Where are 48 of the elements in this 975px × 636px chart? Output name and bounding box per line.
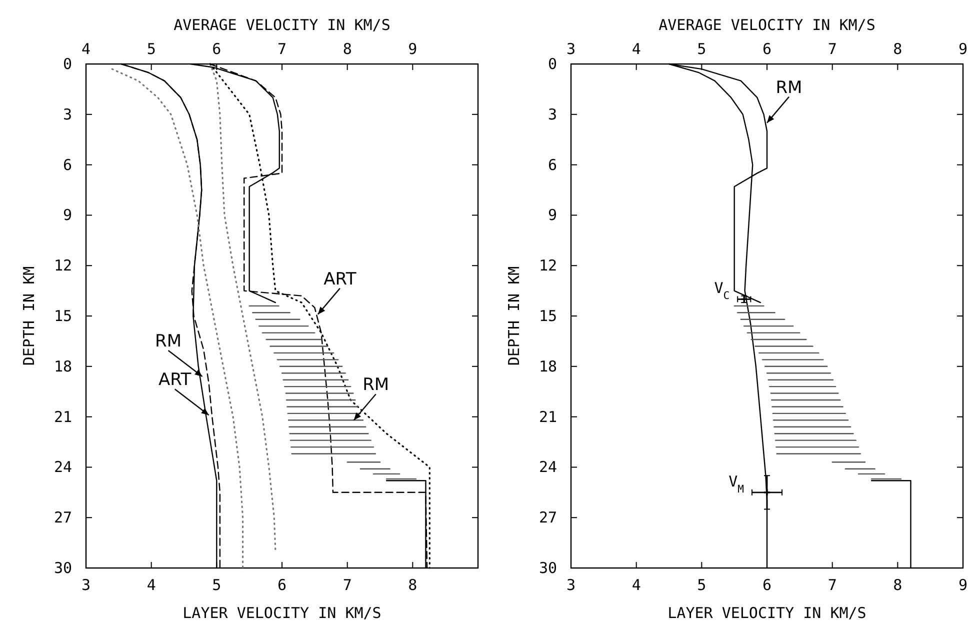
y-tick-label: 18 [538,357,557,376]
x-tick-label: 4 [632,40,641,58]
x-tick-label: 7 [828,40,837,58]
y-tick-label: 18 [54,357,72,376]
x-tick-label: 6 [762,40,772,58]
y-tick-label: 27 [54,508,72,527]
annotation: ART [324,269,357,290]
x-tick-label: 7 [342,576,352,594]
x2-axis-title: AVERAGE VELOCITY IN KM/S [658,16,876,34]
y-tick-label: 24 [54,458,72,476]
y-tick-label: 0 [62,55,72,73]
x-tick-label: 5 [212,576,222,594]
annotation: RM [362,375,390,396]
y-tick-label: 21 [538,408,557,426]
y-tick-label: 3 [548,105,557,124]
annotation: RM [776,78,802,98]
x-tick-label: 3 [566,40,576,58]
y-tick-label: 9 [62,206,72,224]
y-tick-label: 3 [62,105,72,124]
x-tick-label: 8 [408,576,418,594]
annotation: ART [158,370,192,390]
y-tick-label: 0 [548,55,557,73]
series-label: V$_{M}$ [728,472,744,496]
x2-axis-title: AVERAGE VELOCITY IN KM/S [174,16,390,34]
y-tick-label: 30 [538,559,557,577]
y-tick-label: 24 [538,458,557,476]
y-tick-label: 21 [54,408,72,426]
y-tick-label: 12 [54,256,72,275]
y-tick-label: 12 [538,256,557,275]
x-tick-label: 9 [958,40,968,58]
x-tick-label: 5 [697,40,706,58]
x-axis-title: LAYER VELOCITY IN KM/S [182,604,382,622]
annotation: RM [155,331,182,352]
y-tick-label: 15 [538,307,557,325]
y-tick-label: 9 [548,206,557,224]
y-axis-title: DEPTH IN KM [505,266,523,366]
y-tick-label: 6 [548,156,557,174]
series-label: V$_{C}$ [714,279,730,302]
y-tick-label: 15 [54,307,72,325]
x-tick-label: 8 [893,40,902,58]
x-tick-label: 4 [146,576,156,594]
x-tick-label: 6 [277,576,287,594]
x-tick-label: 3 [81,576,91,594]
y-tick-label: 30 [54,559,72,577]
y-tick-label: 27 [538,508,557,527]
y-tick-label: 6 [62,156,72,174]
y-axis-title: DEPTH IN KM [20,266,38,366]
x-axis-title: LAYER VELOCITY IN KM/S [668,604,866,622]
